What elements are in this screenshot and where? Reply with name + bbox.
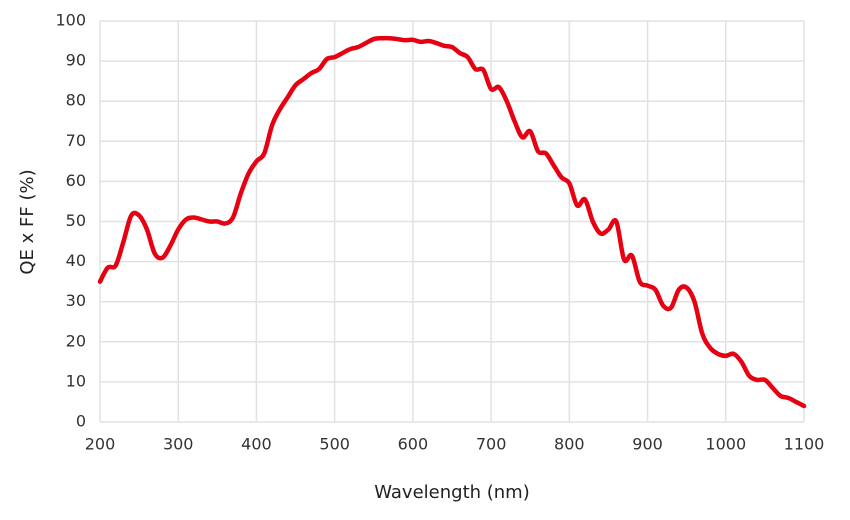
x-tick-label: 600 bbox=[398, 435, 429, 454]
y-tick-label: 60 bbox=[66, 171, 86, 190]
y-tick-label: 10 bbox=[66, 371, 86, 390]
x-axis-title: Wavelength (nm) bbox=[374, 482, 530, 503]
y-tick-label: 50 bbox=[66, 211, 86, 230]
y-tick-label: 30 bbox=[66, 291, 86, 310]
y-tick-label: 70 bbox=[66, 131, 86, 150]
y-tick-label: 100 bbox=[55, 11, 86, 30]
x-tick-label: 500 bbox=[319, 435, 350, 454]
x-tick-label: 700 bbox=[476, 435, 507, 454]
x-tick-label: 1100 bbox=[784, 435, 825, 454]
x-tick-label: 300 bbox=[163, 435, 194, 454]
data-line bbox=[97, 35, 807, 409]
x-tick-label: 800 bbox=[554, 435, 585, 454]
y-tick-label: 0 bbox=[76, 412, 86, 431]
y-tick-label: 90 bbox=[66, 51, 86, 70]
x-tick-label: 1000 bbox=[705, 435, 746, 454]
x-tick-label: 900 bbox=[632, 435, 663, 454]
x-tick-label: 200 bbox=[85, 435, 116, 454]
y-axis-title: QE x FF (%) bbox=[17, 169, 38, 274]
y-tick-label: 80 bbox=[66, 91, 86, 110]
y-tick-label: 20 bbox=[66, 331, 86, 350]
x-tick-label: 400 bbox=[241, 435, 272, 454]
y-tick-label: 40 bbox=[66, 251, 86, 270]
